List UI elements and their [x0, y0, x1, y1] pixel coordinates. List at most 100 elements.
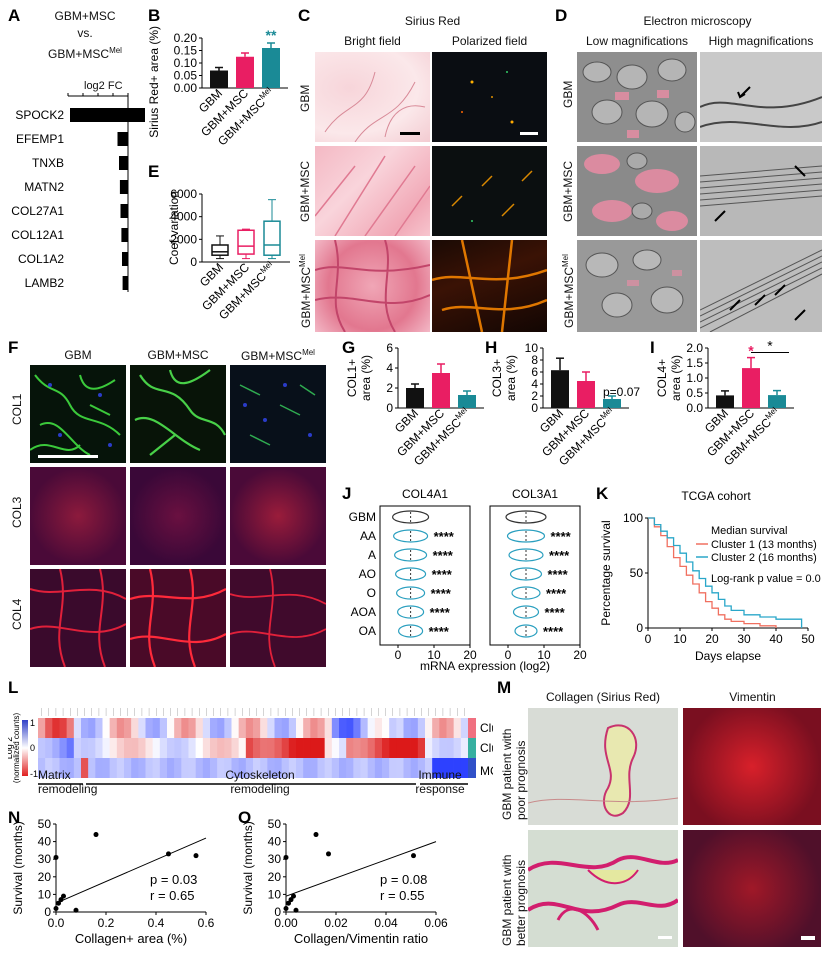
j-xtick-label: 10 [537, 648, 551, 662]
panel-l-heatmap: Cluster 1 Cluster 2 MCI log2(FC) 1 0 -1 Log 2(… [8, 708, 493, 785]
j-sig: **** [551, 529, 572, 544]
G-ytick-label: 0 [386, 401, 393, 415]
l-heat-cell [425, 758, 433, 778]
j-violin [508, 548, 544, 562]
j-sig: **** [432, 567, 453, 582]
a-category-label: COL12A1 [11, 228, 64, 242]
l-heat-cell [267, 718, 275, 738]
l-heat-cell [145, 718, 153, 738]
a-category-label: COL27A1 [11, 204, 64, 218]
e-ytick-label: 4000 [170, 210, 197, 224]
panel-m-row2: GBM patient with better prognosis [500, 854, 528, 946]
l-heat-cell [124, 718, 132, 738]
l-heat-cell [188, 738, 196, 758]
panel-m-row1: GBM patient with poor prognosis [500, 728, 528, 820]
l-heat-cell [446, 718, 454, 738]
O-xlabel: Collagen/Vimentin ratio [294, 931, 428, 946]
e-ytick-label: 0 [190, 255, 197, 269]
l-heat-cell [453, 758, 462, 778]
sirius-bright-msc [315, 146, 430, 236]
l-heat-cell [439, 758, 447, 778]
l-heat-cell [417, 738, 426, 758]
m-vimentin-better [683, 830, 821, 947]
l-scale-mid: 0 [30, 743, 35, 753]
e-box [237, 229, 255, 255]
O-ytick-label: 30 [268, 852, 282, 866]
j-sig: **** [548, 567, 569, 582]
panel-m-col2: Vimentin [729, 690, 776, 704]
l-heat-cell [181, 718, 189, 738]
l-heat-cell [346, 758, 354, 778]
j-frame [489, 505, 581, 646]
l-heat-cell [81, 758, 89, 778]
N-point [193, 853, 199, 859]
panel-a-chart: -2.0-1.5-1.0-0.50.0SPOCK2EFEMP1TNXBMATN2… [11, 93, 145, 292]
panel-label-a: A [8, 6, 21, 25]
panel-a-axis-label: log2 FC [84, 80, 123, 92]
panel-c-row3: GBM+MSCMel [298, 254, 313, 328]
a-category-label: LAMB2 [25, 276, 65, 290]
l-heat-cell [403, 738, 411, 758]
l-scale-top: 1 [30, 718, 35, 728]
l-heat-cell [152, 738, 161, 758]
l-heat-cell [138, 758, 146, 778]
l-row-mci: MCI log2(FC) [480, 764, 493, 778]
l-heat-cell [346, 738, 354, 758]
l-heat-cell [396, 758, 404, 778]
O-rvalue: r = 0.55 [380, 888, 424, 903]
j-group-label: AA [360, 529, 376, 543]
O-xtick-label: 0.04 [374, 916, 398, 930]
panel-d-col2: High magnifications [708, 34, 814, 48]
l-heat-cell [217, 758, 225, 778]
panel-label-m: M [497, 678, 512, 697]
N-fit-line [55, 837, 207, 904]
l-heat-cell [410, 758, 419, 778]
l-heat-cell [59, 758, 67, 778]
l-heat-cell [195, 738, 204, 758]
l-heat-cell [353, 758, 361, 778]
l-heat-cell [346, 718, 354, 738]
if-col4-mel [230, 569, 326, 667]
panel-label-b: B [148, 6, 161, 25]
l-heat-cell [217, 718, 225, 738]
a-bar [122, 276, 128, 290]
N-point [93, 832, 99, 838]
k-logrank: Log-rank p value = 0.033 [711, 573, 821, 585]
H-ytick-label: 8 [531, 353, 538, 367]
panel-d-row3: GBM+MSCMel [561, 254, 576, 328]
a-category-label: SPOCK2 [15, 108, 64, 122]
panel-label-h: H [485, 338, 498, 357]
l-heat-cell [95, 758, 103, 778]
O-fit-line [285, 841, 437, 897]
l-heat-cell [231, 758, 239, 778]
h-pvalue: p=0.07 [603, 385, 640, 399]
panel-d-col1: Low magnifications [585, 34, 689, 48]
j-violin [512, 605, 540, 619]
B-ytick-label: 0.00 [174, 81, 198, 95]
j-violin [397, 624, 424, 638]
l-heat-cell [389, 758, 397, 778]
I-ytick-label: 0.5 [686, 386, 703, 400]
l-cluster2-bar [468, 738, 476, 758]
panel-d-row1: GBM [561, 80, 575, 108]
a-bar [122, 252, 128, 266]
l-heat-cell [238, 718, 247, 738]
l-heat-cell [81, 718, 89, 738]
l-heat-cell [159, 738, 168, 758]
O-point [326, 851, 331, 857]
l-ylabel-main: Log 2 [8, 737, 14, 760]
l-heat-cell [174, 718, 182, 738]
panel-a-title-line3: GBM+MSCMel [48, 46, 122, 61]
l-heat-cell [102, 758, 110, 778]
I-bar [742, 368, 760, 408]
I-ytick-label: 1.0 [686, 371, 703, 385]
sirius-bright-mel [315, 240, 430, 332]
G-ylabel-l2: area (%) [359, 355, 373, 401]
l-heat-cell [102, 718, 110, 738]
l-heat-cell [453, 738, 462, 758]
panel-c-row2: GBM+MSC [298, 160, 312, 222]
l-color-scale [22, 720, 28, 776]
l-heat-cell [260, 758, 268, 778]
j-violin [396, 605, 425, 619]
panel-label-f: F [8, 338, 19, 357]
